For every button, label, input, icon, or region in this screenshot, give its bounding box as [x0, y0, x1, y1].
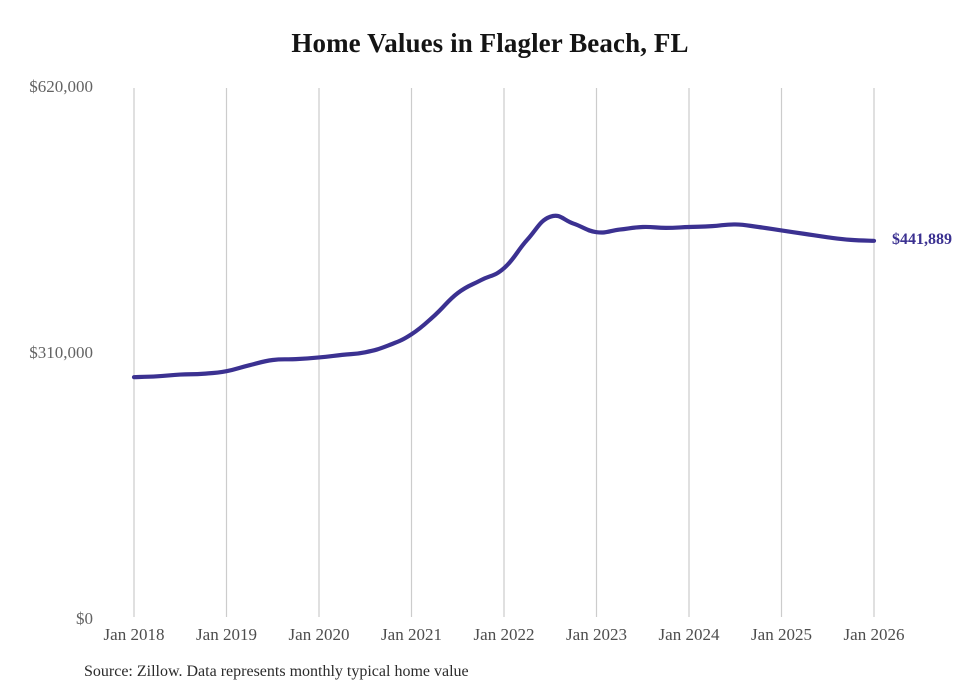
x-axis-tick-label: Jan 2020: [288, 625, 350, 644]
series-line: [131, 213, 877, 380]
x-axis-tick-label: Jan 2023: [566, 625, 627, 644]
x-axis-tick-label: Jan 2022: [473, 625, 535, 644]
x-axis-tick-label: Jan 2025: [751, 625, 812, 644]
end-value-annotation: $441,889: [892, 230, 952, 248]
y-axis-tick-label: $310,000: [29, 343, 93, 362]
x-axis-tick-label: Jan 2021: [381, 625, 442, 644]
gridlines-group: [133, 88, 875, 617]
x-axis-tick-label: Jan 2024: [658, 625, 720, 644]
data-series-group: [131, 213, 877, 380]
y-axis-tick-label: $620,000: [29, 77, 93, 96]
source-note: Source: Zillow. Data represents monthly …: [84, 663, 469, 680]
y-axis-tick-label: $0: [76, 609, 93, 628]
x-axis-tick-label: Jan 2019: [196, 625, 257, 644]
x-axis-tick-label: Jan 2018: [103, 625, 165, 644]
x-axis-tick-label: Jan 2026: [843, 625, 905, 644]
chart-title: Home Values in Flagler Beach, FL: [291, 28, 689, 58]
